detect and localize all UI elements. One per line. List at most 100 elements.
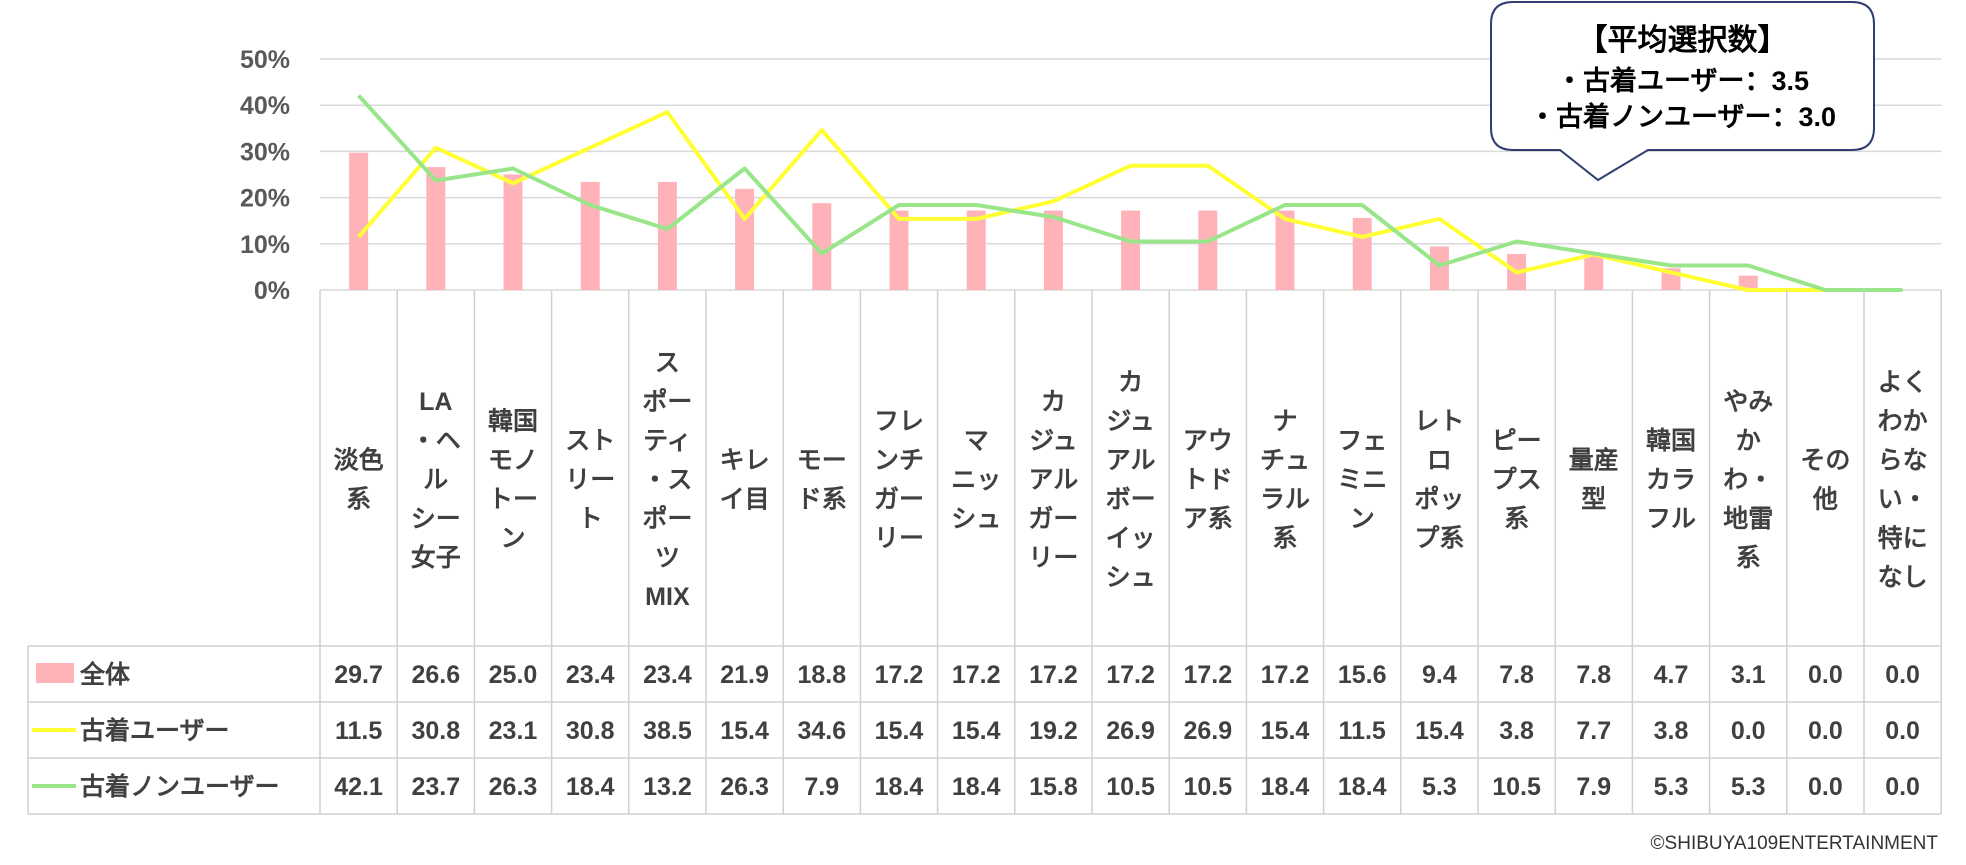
table-value: 23.4 xyxy=(643,661,692,689)
copyright-text: ©SHIBUYA109ENTERTAINMENT xyxy=(1651,833,1939,854)
table-value: 10.5 xyxy=(1106,773,1155,801)
category-label: フレ xyxy=(874,407,924,435)
table-value: 13.2 xyxy=(643,773,692,801)
category-label: マ xyxy=(964,427,989,455)
category-label: わか xyxy=(1878,407,1928,435)
callout-line-user: ・古着ユーザー：3.5 xyxy=(1556,65,1809,96)
category-label: ナ xyxy=(1272,407,1297,435)
category-label: 特に xyxy=(1878,524,1928,552)
category-label: ティ xyxy=(643,427,692,455)
category-label: リー xyxy=(874,524,924,552)
category-label: い・ xyxy=(1878,485,1928,513)
table-value: 26.3 xyxy=(489,773,538,801)
table-value: 17.2 xyxy=(875,661,924,689)
category-label: ン xyxy=(500,524,525,552)
table-value: 3.1 xyxy=(1731,661,1766,689)
category-label: やみ xyxy=(1723,388,1773,416)
table-value: 23.1 xyxy=(489,717,538,745)
category-label: ピー xyxy=(1492,427,1542,455)
table-value: 0.0 xyxy=(1808,717,1843,745)
series-line xyxy=(357,94,1903,292)
table-value: 23.7 xyxy=(411,773,460,801)
table-value: 26.9 xyxy=(1106,717,1155,745)
category-label: ポッ xyxy=(1414,484,1464,513)
table-value: 17.2 xyxy=(1261,661,1310,689)
table-value: 0.0 xyxy=(1885,717,1920,745)
category-label: ル xyxy=(423,466,448,494)
table-value: 18.4 xyxy=(1338,773,1387,801)
table-value: 15.4 xyxy=(875,717,924,745)
y-axis: 0% 10% 20% 30% 40% 50% xyxy=(240,46,290,305)
category-label: カ xyxy=(1118,368,1143,396)
category-label: ジュ xyxy=(1029,427,1077,455)
callout-box xyxy=(1490,1,1875,182)
table-value: 15.4 xyxy=(1261,717,1310,745)
category-label: か xyxy=(1736,427,1761,455)
category-label: シュ xyxy=(951,505,1001,533)
category-label: 淡色 xyxy=(334,445,384,474)
category-label: イ目 xyxy=(720,485,770,513)
category-label: フェ xyxy=(1337,427,1387,455)
bar xyxy=(1121,210,1141,290)
category-label: ガー xyxy=(1028,505,1078,533)
table-value: 38.5 xyxy=(643,717,692,745)
bar xyxy=(1429,246,1449,290)
category-label: LA xyxy=(419,388,452,416)
category-label: アル xyxy=(1029,466,1079,494)
category-label: リー xyxy=(1028,544,1078,572)
table-value: 7.8 xyxy=(1499,661,1534,689)
category-label: その xyxy=(1800,446,1850,474)
table-value: 0.0 xyxy=(1885,773,1920,801)
category-label: 量産 xyxy=(1569,445,1619,474)
data-table: 淡色系LA・ヘルシー女子韓国モノトーンストリートスポーティ・スポーツMIXキレイ… xyxy=(27,290,1942,815)
category-label: らな xyxy=(1878,446,1928,474)
category-label: ボー xyxy=(1106,485,1156,513)
category-label: ン xyxy=(1350,505,1375,533)
y-tick-label: 10% xyxy=(240,231,290,259)
table-value: 17.2 xyxy=(1106,661,1155,689)
bar xyxy=(580,181,600,290)
category-label: キレ xyxy=(720,446,770,474)
average-callout: 【平均選択数】 ・古着ユーザー：3.5 ・古着ノンユーザー：3.0 xyxy=(1490,1,1875,182)
table-value: 29.7 xyxy=(334,661,383,689)
y-tick-label: 30% xyxy=(240,138,290,166)
table-value: 10.5 xyxy=(1183,773,1232,801)
table-value: 30.8 xyxy=(566,717,615,745)
table-value: 17.2 xyxy=(1029,661,1078,689)
series-name: 古着ユーザー xyxy=(80,716,230,745)
category-label: ・ス xyxy=(642,466,692,494)
bar xyxy=(657,181,677,290)
legend-key xyxy=(36,663,74,683)
table-value: 26.3 xyxy=(720,773,769,801)
y-tick-label: 50% xyxy=(240,46,290,74)
series-line xyxy=(357,110,1903,292)
category-label: 系 xyxy=(1272,524,1297,552)
callout-line-nonuser: ・古着ノンユーザー：3.0 xyxy=(1529,101,1836,132)
bar xyxy=(503,174,523,290)
category-label: チュ xyxy=(1260,446,1310,474)
table-value: 11.5 xyxy=(335,717,382,745)
table-value: 0.0 xyxy=(1731,717,1766,745)
table-value: 9.4 xyxy=(1422,661,1457,689)
bar xyxy=(1275,210,1295,290)
table-value: 18.4 xyxy=(566,773,615,801)
table-value: 5.3 xyxy=(1654,773,1689,801)
bar xyxy=(1738,275,1758,290)
table-value: 7.8 xyxy=(1576,661,1611,689)
table-value: 18.4 xyxy=(1261,773,1310,801)
category-label: ド系 xyxy=(797,485,847,513)
bar xyxy=(1043,210,1063,290)
series-name: 全体 xyxy=(79,660,131,689)
table-value: 3.8 xyxy=(1499,717,1534,745)
table-value: 26.9 xyxy=(1183,717,1232,745)
category-label: 系 xyxy=(1504,505,1529,533)
category-label: カラ xyxy=(1646,466,1696,494)
category-label: ジュ xyxy=(1106,407,1154,435)
category-label: シー xyxy=(411,505,461,533)
category-label: スト xyxy=(565,427,615,455)
category-label: ト xyxy=(578,505,603,533)
category-label: 型 xyxy=(1581,485,1606,513)
bar xyxy=(812,203,832,290)
bar xyxy=(349,152,369,290)
